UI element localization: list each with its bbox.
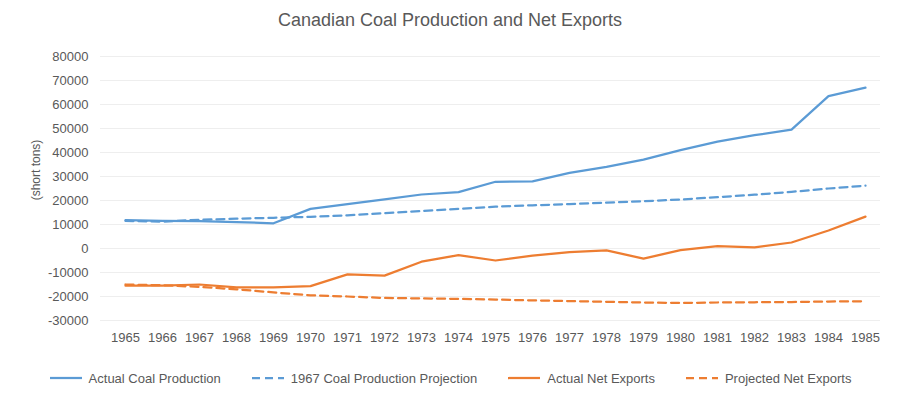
svg-text:1984: 1984	[814, 330, 843, 345]
svg-text:1966: 1966	[148, 330, 177, 345]
html-text:Actual Net Exports: Actual Net Exports	[547, 370, 655, 386]
svg-text:1971: 1971	[333, 330, 362, 345]
html-text:Projected Net Exports: Projected Net Exports	[725, 370, 852, 386]
svg-text:-20000: -20000	[48, 289, 88, 304]
svg-text:50000: 50000	[52, 121, 88, 136]
svg-text:1969: 1969	[259, 330, 288, 345]
svg-text:40000: 40000	[52, 145, 88, 160]
html-text:Actual Coal Production: Actual Coal Production	[88, 370, 221, 386]
svg-text:70000: 70000	[52, 73, 88, 88]
svg-text:30000: 30000	[52, 169, 88, 184]
html-text:(short tons): (short tons)	[29, 139, 43, 201]
html-text:Canadian Coal Production and N: Canadian Coal Production and Net Exports	[277, 10, 623, 30]
svg-text:1965: 1965	[111, 330, 140, 345]
svg-text:10000: 10000	[52, 217, 88, 232]
svg-text:60000: 60000	[52, 97, 88, 112]
svg-text:1980: 1980	[666, 330, 695, 345]
svg-text:1973: 1973	[407, 330, 436, 345]
svg-text:1979: 1979	[629, 330, 658, 345]
svg-text:1972: 1972	[370, 330, 399, 345]
svg-text:80000: 80000	[52, 49, 88, 64]
svg-text:1967: 1967	[185, 330, 214, 345]
svg-text:1970: 1970	[296, 330, 325, 345]
svg-text:1975: 1975	[481, 330, 510, 345]
svg-text:1985: 1985	[851, 330, 880, 345]
svg-text:-10000: -10000	[48, 265, 88, 280]
svg-text:1968: 1968	[222, 330, 251, 345]
svg-text:1978: 1978	[592, 330, 621, 345]
svg-text:1983: 1983	[777, 330, 806, 345]
svg-text:1976: 1976	[518, 330, 547, 345]
svg-text:-30000: -30000	[48, 313, 88, 328]
svg-text:1982: 1982	[740, 330, 769, 345]
svg-text:20000: 20000	[52, 193, 88, 208]
svg-text:1974: 1974	[444, 330, 473, 345]
svg-text:1981: 1981	[703, 330, 732, 345]
svg-text:0: 0	[81, 241, 88, 256]
svg-text:1977: 1977	[555, 330, 584, 345]
html-text:1967 Coal Production Projectio: 1967 Coal Production Projection	[290, 370, 478, 386]
